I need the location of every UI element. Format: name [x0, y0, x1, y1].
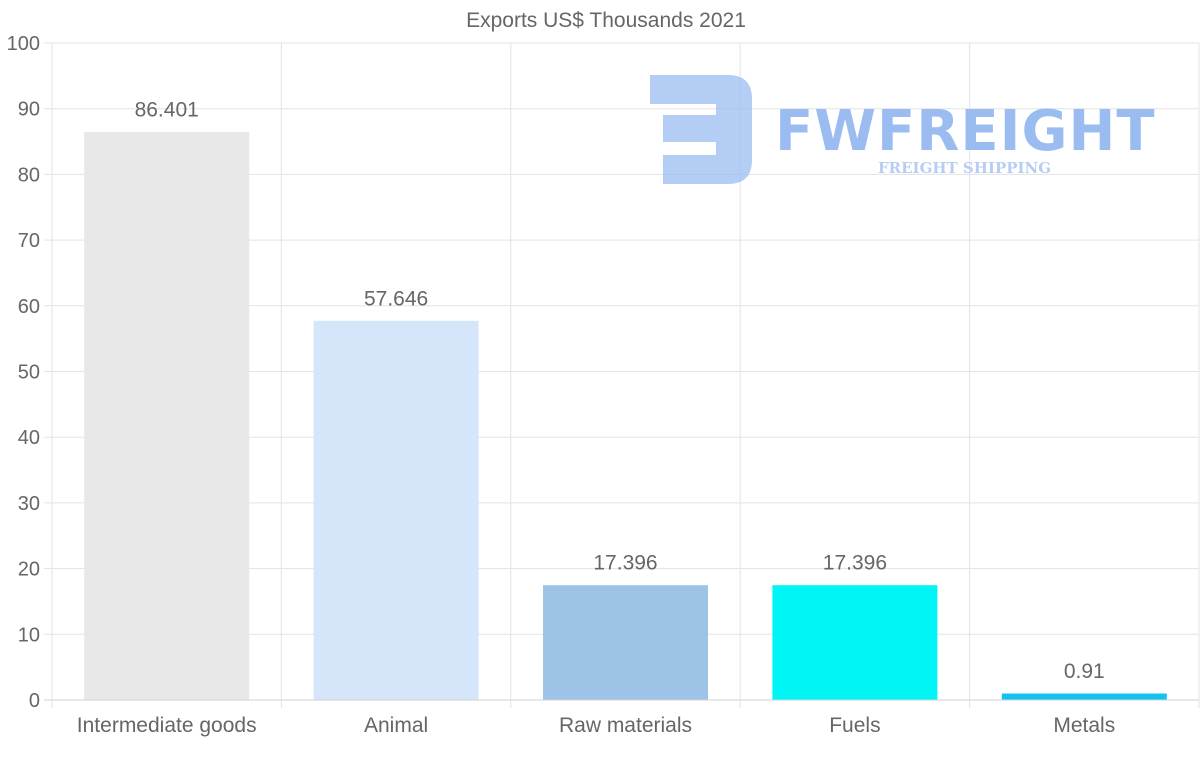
y-tick-label: 80 [18, 164, 40, 186]
x-tick-label: Intermediate goods [77, 714, 257, 737]
x-tick-label: Animal [364, 714, 428, 737]
watermark-logo: FWFREIGHT FREIGHT SHIPPING [650, 75, 1156, 184]
bar-fuels[interactable] [772, 585, 938, 701]
y-tick-label: 60 [18, 296, 40, 318]
bar-raw-materials[interactable] [543, 585, 708, 701]
bar-intermediate-goods[interactable] [84, 131, 250, 701]
data-label: 57.646 [364, 287, 428, 310]
data-label: 0.91 [1064, 660, 1105, 683]
bar-metals[interactable] [1001, 693, 1167, 701]
y-tick-label: 40 [18, 427, 40, 449]
x-tick-label: Metals [1053, 714, 1115, 737]
bar-animal[interactable] [313, 320, 479, 701]
y-tick-label: 0 [29, 690, 40, 712]
y-tick-label: 100 [7, 33, 40, 55]
watermark-tagline: FREIGHT SHIPPING [878, 159, 1051, 177]
y-tick-label: 70 [18, 230, 40, 252]
y-tick-label: 50 [18, 362, 40, 384]
axes: 0 10 20 30 40 50 60 70 80 90 100 Intermediate goods… [7, 33, 1199, 737]
x-tick-label: Raw materials [559, 714, 692, 737]
data-labels: 86.401 57.646 17.396 17.396 0.91 [135, 98, 1105, 683]
data-label: 17.396 [823, 552, 887, 575]
watermark-brand: FWFREIGHT [775, 99, 1156, 164]
data-label: 17.396 [593, 552, 657, 575]
y-tick-label: 10 [18, 624, 40, 646]
bars [84, 131, 1167, 701]
chart-title: Exports US$ Thousands 2021 [466, 9, 746, 32]
x-tick-label: Fuels [829, 714, 880, 737]
y-tick-label: 90 [18, 99, 40, 121]
watermark-emblem-icon [650, 75, 752, 184]
data-label: 86.401 [135, 98, 199, 121]
y-tick-label: 20 [18, 559, 40, 581]
y-tick-label: 30 [18, 493, 40, 515]
